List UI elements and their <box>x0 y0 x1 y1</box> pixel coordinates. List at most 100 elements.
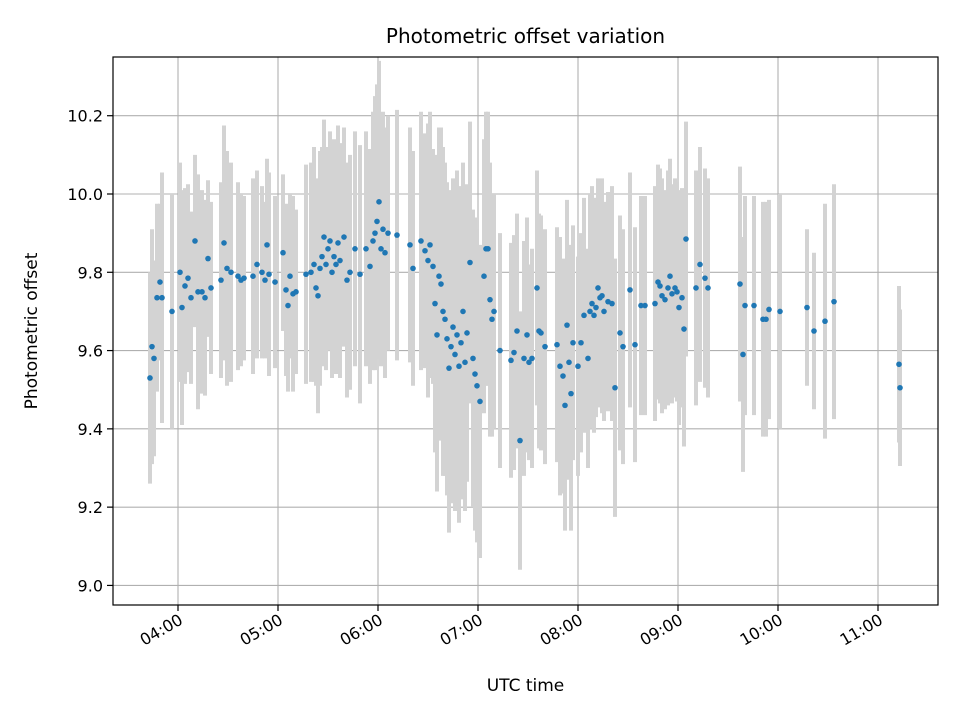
data-point <box>228 269 234 276</box>
data-point <box>442 316 448 323</box>
data-point <box>454 332 460 338</box>
data-point <box>517 437 523 444</box>
data-point <box>581 312 587 319</box>
data-point <box>293 289 299 295</box>
data-point <box>462 359 468 366</box>
plot-area-frame <box>112 56 939 606</box>
data-point <box>542 343 548 350</box>
data-point <box>481 273 487 280</box>
data-point <box>452 351 458 358</box>
data-point <box>335 240 341 246</box>
data-point <box>627 287 633 293</box>
data-point <box>329 269 335 276</box>
y-tick-label: 10.2 <box>67 107 103 126</box>
data-point <box>259 269 265 276</box>
data-point <box>374 218 380 225</box>
data-point <box>570 339 576 346</box>
data-point <box>317 265 323 272</box>
data-point <box>831 298 837 305</box>
data-point <box>676 304 682 311</box>
data-point <box>440 308 446 315</box>
data-point <box>235 273 241 280</box>
data-point <box>609 300 615 307</box>
data-point <box>385 230 391 236</box>
data-point <box>283 287 289 293</box>
data-point <box>266 271 272 278</box>
data-point <box>311 261 317 268</box>
data-point <box>740 351 746 358</box>
data-point <box>344 277 350 283</box>
data-point <box>179 304 185 311</box>
data-point <box>897 384 903 391</box>
data-point <box>642 302 648 309</box>
data-point <box>554 341 560 348</box>
data-point <box>272 279 278 285</box>
data-point <box>280 249 286 256</box>
data-point <box>742 302 748 309</box>
data-points <box>147 199 903 444</box>
data-point <box>477 398 483 405</box>
data-point <box>766 306 772 313</box>
data-point <box>438 281 444 287</box>
data-point <box>657 283 663 289</box>
data-point <box>896 361 902 368</box>
data-point <box>697 261 703 268</box>
data-point <box>319 253 325 260</box>
data-point <box>491 308 497 315</box>
data-point <box>425 257 431 264</box>
data-point <box>474 383 480 389</box>
data-point <box>667 273 673 280</box>
data-point <box>659 292 665 299</box>
data-point <box>526 359 532 366</box>
data-point <box>169 308 175 315</box>
data-point <box>202 294 208 301</box>
data-point <box>154 294 160 301</box>
data-point <box>448 343 454 350</box>
data-point <box>157 279 163 285</box>
data-point <box>489 316 495 323</box>
data-point <box>612 384 618 391</box>
data-point <box>325 246 331 252</box>
data-point <box>436 273 442 280</box>
data-point <box>632 341 638 348</box>
data-point <box>192 238 198 244</box>
data-point <box>562 402 568 409</box>
data-point <box>285 302 291 309</box>
data-point <box>444 336 450 342</box>
data-point <box>777 308 783 315</box>
data-point <box>430 263 436 270</box>
data-point <box>308 269 314 276</box>
data-point <box>352 246 358 252</box>
data-point <box>177 269 183 276</box>
data-point <box>521 355 527 362</box>
data-point <box>287 273 293 280</box>
data-point <box>456 363 462 370</box>
data-point <box>224 265 230 272</box>
data-point <box>617 330 623 336</box>
data-point <box>432 300 438 307</box>
data-point <box>264 242 270 248</box>
data-point <box>341 234 347 240</box>
data-point <box>418 238 424 244</box>
data-point <box>315 292 321 299</box>
data-point <box>422 247 428 254</box>
data-point <box>434 332 440 338</box>
data-point <box>751 302 757 309</box>
data-point <box>620 343 626 350</box>
data-point <box>367 263 373 270</box>
data-point <box>514 328 520 334</box>
data-point <box>599 292 605 299</box>
data-point <box>557 363 563 370</box>
data-point <box>568 390 574 397</box>
data-point <box>149 343 155 350</box>
data-point <box>467 259 473 266</box>
data-point <box>737 281 743 287</box>
y-tick-label: 9.6 <box>78 342 103 361</box>
data-point <box>327 238 333 244</box>
data-point <box>241 275 247 281</box>
data-point <box>652 300 658 307</box>
data-point <box>218 277 224 283</box>
data-point <box>410 265 416 272</box>
data-point <box>591 312 597 319</box>
data-point <box>601 308 607 315</box>
